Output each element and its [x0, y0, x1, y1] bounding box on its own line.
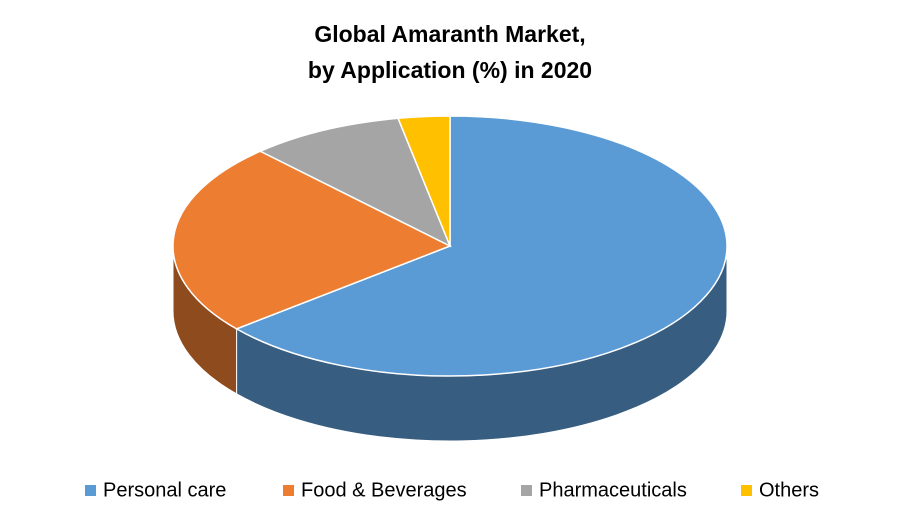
legend-swatch	[521, 485, 532, 496]
legend-label: Pharmaceuticals	[539, 479, 687, 501]
slice	[172, 150, 452, 330]
legend-swatch	[85, 485, 96, 496]
legend-label: Others	[759, 479, 819, 501]
legend-swatch	[283, 485, 294, 496]
legend-swatch	[741, 485, 752, 496]
chart-title: Global Amaranth Market,	[314, 21, 585, 47]
legend-label: Personal care	[103, 479, 226, 501]
legend-label: Food & Beverages	[301, 479, 467, 501]
chart-title: by Application (%) in 2020	[308, 57, 592, 83]
slice	[234, 115, 728, 377]
slice	[258, 117, 452, 248]
slice	[397, 115, 451, 247]
